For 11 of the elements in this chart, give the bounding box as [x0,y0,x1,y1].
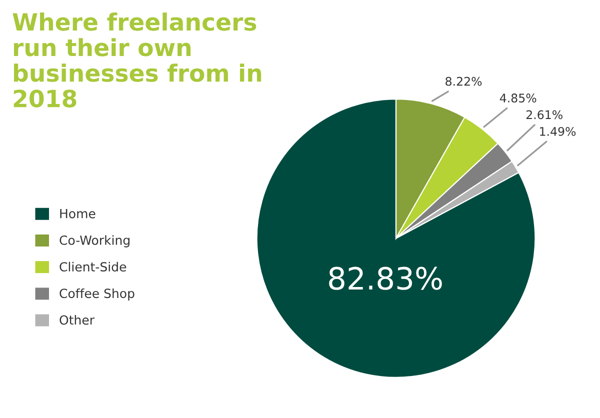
data-label: 1.49% [540,126,576,136]
legend-label: Coffee Shop [60,288,134,301]
legend-label: Home [60,209,96,218]
data-label: 82.83% [329,266,442,290]
legend-label: Other [60,315,94,325]
chart-title: Where freelancers run their own businesses from in 2018 [12,12,262,108]
data-label: 8.22% [446,76,482,86]
legend-label: Client-Side [60,262,126,272]
legend-label: Co-Working [60,235,130,248]
data-label: 2.61% [526,110,562,120]
data-label: 4.85% [500,94,536,102]
